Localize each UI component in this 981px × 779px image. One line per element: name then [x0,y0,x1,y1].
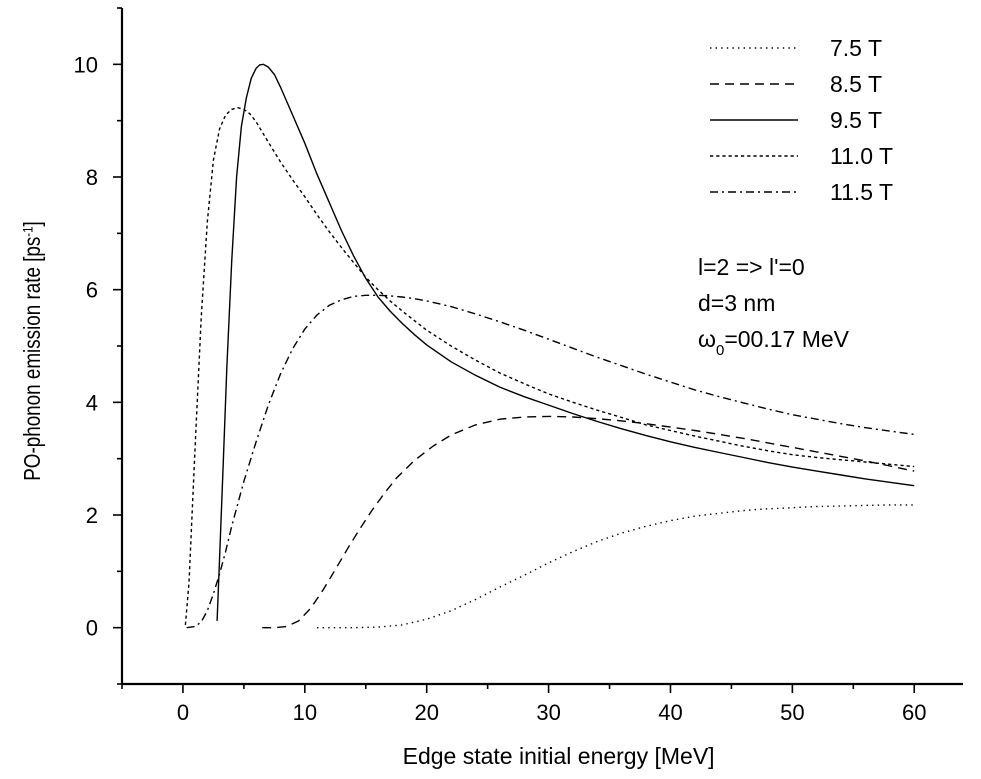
legend-label-1: 8.5 T [830,71,882,97]
series-line-0 [317,504,915,629]
y-tick-label: 6 [86,278,98,303]
x-tick-label: 30 [536,700,560,725]
series-line-2 [216,63,915,621]
y-tick-label: 0 [86,616,98,641]
legend-label-0: 7.5 T [830,35,882,61]
annotation-2: ω0=00.17 MeV [698,326,850,359]
x-tick-label: 0 [177,700,189,725]
series-layer [184,63,915,629]
y-axis-label-sup: -1 [19,226,35,236]
x-tick-label: 40 [658,700,682,725]
x-tick-label: 20 [414,700,438,725]
y-tick-label: 2 [86,503,98,528]
annotations: l=2 => l'=0 d=3 nm ω0=00.17 MeV [698,254,850,359]
ticks: 0 10 20 30 40 50 60 0 2 4 6 8 10 [74,7,926,725]
annotation-1: d=3 nm [698,290,775,316]
legend-label-4: 11.5 T [830,179,893,205]
y-tick-label: 8 [86,165,98,190]
legend-label-3: 11.0 T [830,143,893,169]
x-tick-label: 10 [293,700,317,725]
y-tick-label: 4 [86,390,98,415]
series-line-1 [262,415,915,629]
x-tick-label: 50 [780,700,804,725]
y-axis-label: PO-phonon emission rate [ps-1] [19,221,46,481]
legend-label-2: 9.5 T [830,107,882,133]
y-axis-label-end: ] [20,221,45,226]
y-tick-label: 10 [74,52,98,77]
x-axis-label: Edge state initial energy [MeV] [403,743,715,769]
series-line-3 [184,106,915,625]
y-axis-label-main: PO-phonon emission rate [ps [20,237,45,481]
annotation-0: l=2 => l'=0 [698,254,805,280]
x-tick-label: 60 [902,700,926,725]
legend: 7.5 T 8.5 T 9.5 T 11.0 T 11.5 T [710,35,893,205]
